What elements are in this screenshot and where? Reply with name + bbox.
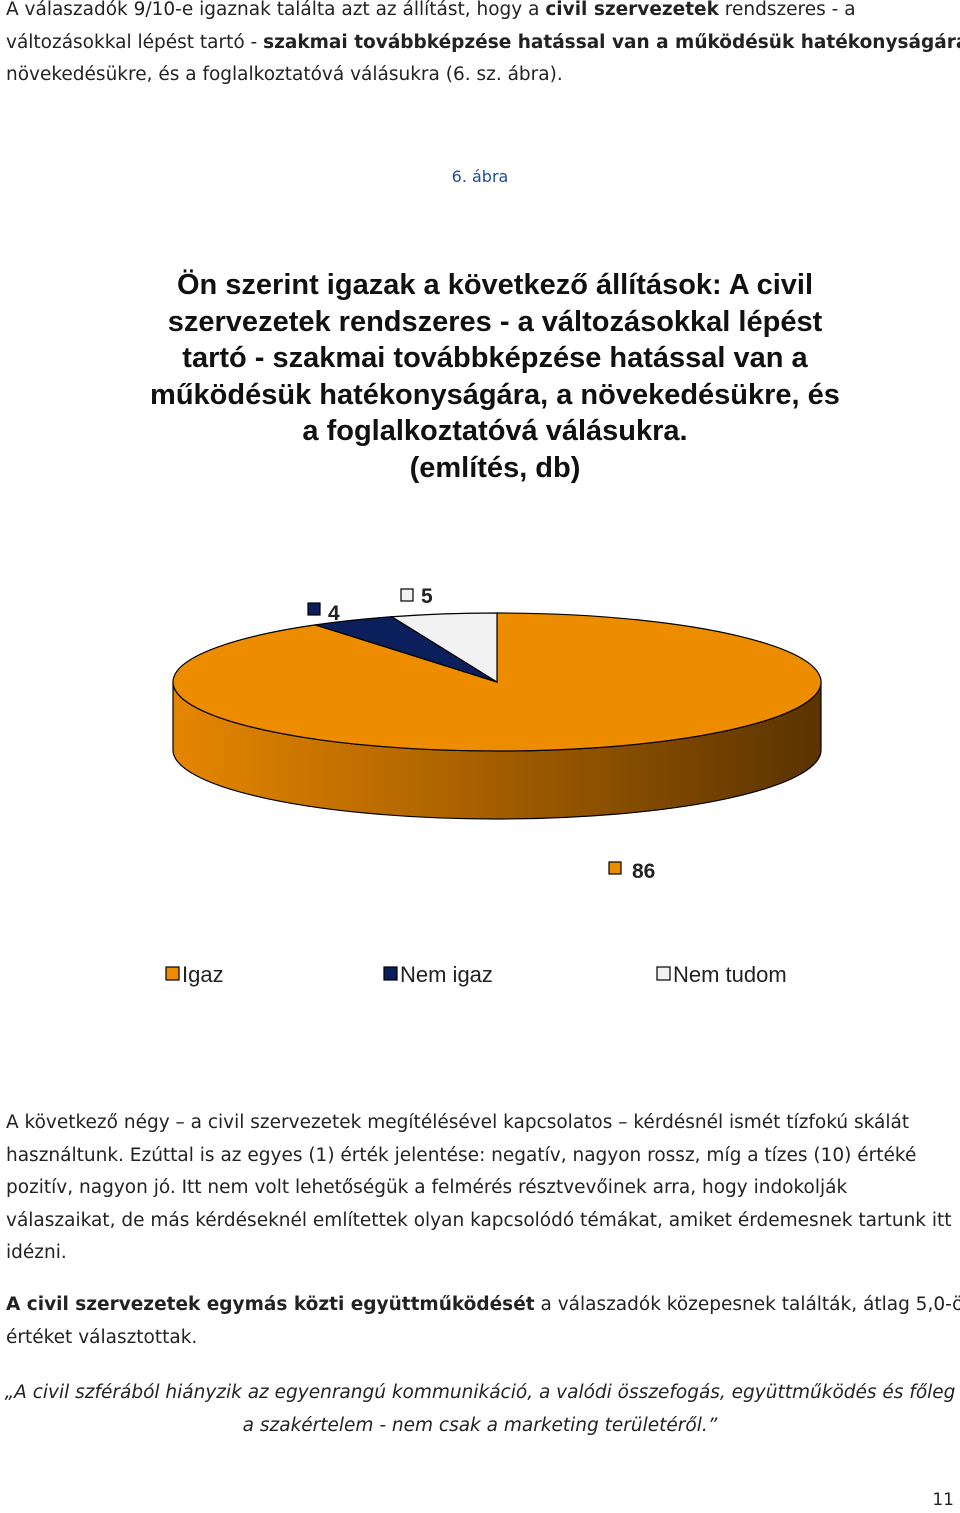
- chart-title-line: szervezetek rendszeres - a változásokkal…: [167, 305, 823, 338]
- legend-label: Nem igaz: [400, 962, 493, 987]
- data-label: 5: [421, 585, 433, 608]
- body-line: A következő négy – a civil szervezetek m…: [6, 1112, 910, 1133]
- intro-line-3: növekedésükre, és a foglalkoztatóvá válá…: [6, 64, 563, 85]
- legend-swatch: [383, 966, 398, 981]
- legend-swatch: [656, 966, 671, 981]
- pie-slice-nem-tudom: [389, 612, 498, 684]
- data-label-swatch: [400, 588, 414, 602]
- data-label-swatch: [307, 602, 321, 616]
- pie-labels: 86 4 5: [307, 585, 655, 883]
- legend-label: Nem tudom: [673, 962, 787, 987]
- body-line: pozitív, nagyon jó. Itt nem volt lehetős…: [6, 1177, 848, 1198]
- pie-chart: 86 4 5 Igaz Nem igaz Nem tudom: [165, 585, 822, 987]
- legend-label: Igaz: [182, 962, 224, 987]
- pie-top: [172, 612, 822, 752]
- body-line: értéket választottak.: [6, 1326, 198, 1348]
- chart-title-line: működésük hatékonyságára, a növekedésükr…: [150, 378, 840, 411]
- intro-line-2: változásokkal lépést tartó - szakmai tov…: [6, 27, 960, 60]
- intro-paragraph: A válaszadók 9/10-e igaznak találta azt …: [6, 0, 960, 92]
- body-line: idézni.: [6, 1242, 67, 1263]
- legend-swatch: [165, 966, 180, 981]
- chart-legend: Igaz Nem igaz Nem tudom: [165, 962, 787, 987]
- quote-line: a szakértelem - nem csak a marketing ter…: [242, 1414, 718, 1436]
- body-line: válaszaikat, de más kérdéseknél említett…: [6, 1209, 952, 1231]
- chart-title-line: Ön szerint igazak a következő állítások:…: [176, 269, 814, 301]
- page-number: 11: [932, 1490, 954, 1510]
- chart-title-line: a foglalkoztatóvá válásukra.: [302, 415, 688, 447]
- chart-subtitle: (említés, db): [409, 451, 581, 484]
- body-paragraph-1: A következő négy – a civil szervezetek m…: [6, 1107, 956, 1270]
- body-line: használtunk. Ezúttal is az egyes (1) ért…: [6, 1144, 917, 1166]
- quote-block: „A civil szférából hiányzik az egyenrang…: [0, 1377, 960, 1442]
- data-label: 86: [632, 860, 655, 883]
- data-label: 4: [328, 602, 340, 625]
- figure-caption: 6. ábra: [451, 167, 509, 186]
- body-paragraph-2: A civil szervezetek egymás közti együttm…: [6, 1289, 960, 1354]
- intro-bold-2: szakmai továbbképzése hatással van a műk…: [263, 31, 960, 53]
- chart-title-line: tartó - szakmai továbbképzése hatással v…: [182, 342, 808, 374]
- intro-bold-1: civil szervezetek: [545, 0, 719, 20]
- body-line: A civil szervezetek egymás közti együttm…: [6, 1294, 960, 1315]
- data-label-swatch: [608, 861, 622, 875]
- quote-line: „A civil szférából hiányzik az egyenrang…: [4, 1382, 956, 1403]
- body-bold: A civil szervezetek egymás közti együttm…: [6, 1294, 535, 1315]
- intro-line-1: A válaszadók 9/10-e igaznak találta azt …: [6, 0, 856, 20]
- chart-title: Ön szerint igazak a következő állítások:…: [100, 267, 890, 486]
